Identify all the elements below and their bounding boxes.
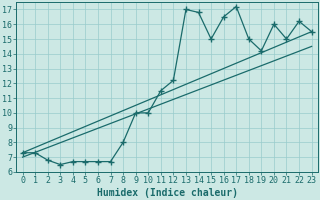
X-axis label: Humidex (Indice chaleur): Humidex (Indice chaleur) <box>97 188 237 198</box>
